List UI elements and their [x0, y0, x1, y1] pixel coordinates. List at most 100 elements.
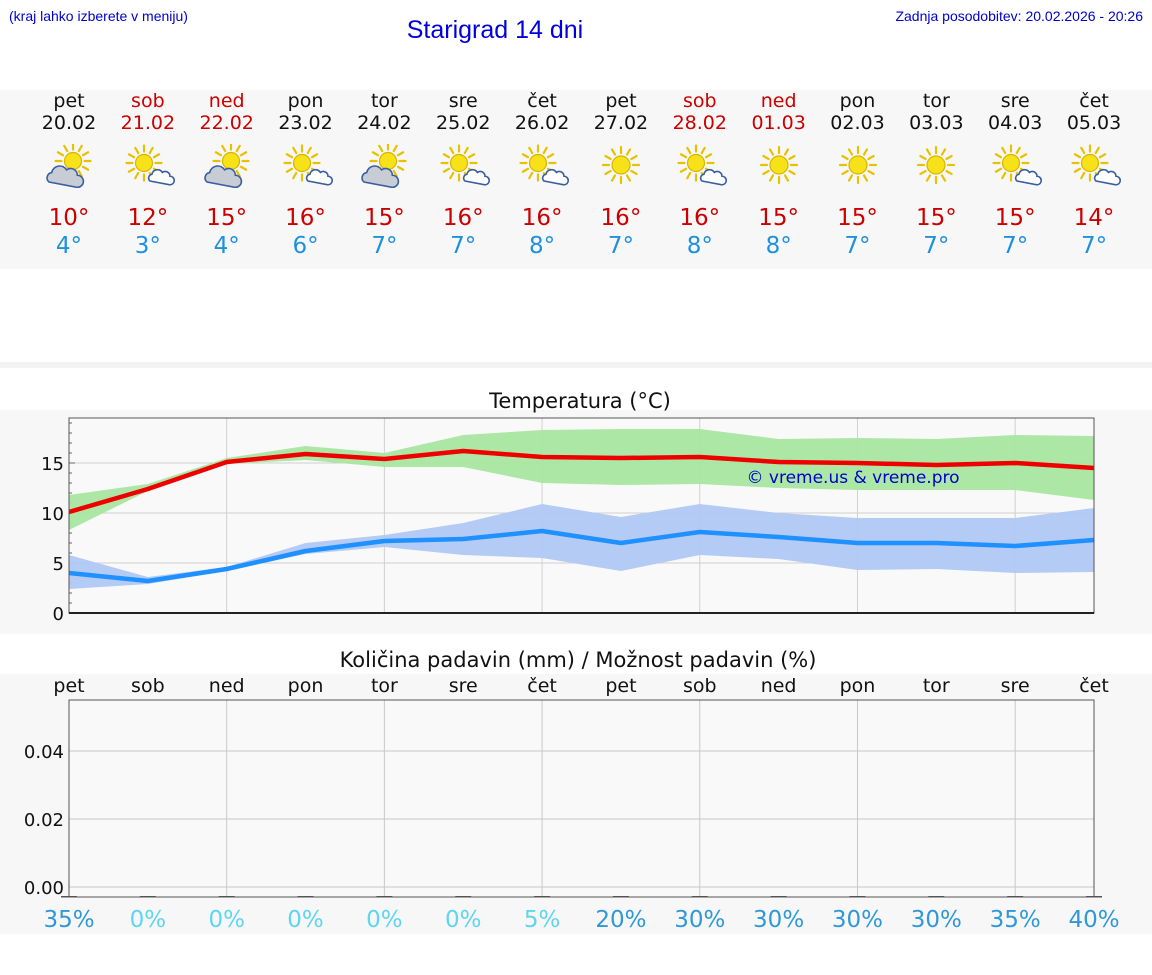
- day-date: 25.02: [436, 112, 491, 134]
- day-column: čet 05.03 14° 7°: [1054, 90, 1134, 260]
- x-category-label: sre: [1001, 675, 1030, 697]
- min-temperature: 8°: [686, 233, 713, 259]
- day-name: čet: [527, 90, 557, 112]
- min-temperature: 7°: [450, 233, 477, 259]
- sun-small-cloud-icon: [440, 144, 491, 186]
- day-name: pon: [287, 90, 324, 112]
- precipitation-chart: Količina padavin (mm) / Možnost padavin …: [24, 648, 1120, 933]
- day-column: ned 01.03 15° 8°: [739, 90, 819, 260]
- day-name: sob: [131, 90, 165, 112]
- x-category-label: čet: [527, 675, 557, 697]
- temperature-chart: Temperatura (°C) 0 5 10 15 © vreme.us & vreme…: [41, 389, 1095, 625]
- min-temperature: 4°: [55, 233, 83, 259]
- max-temperature: 15°: [758, 205, 800, 231]
- precipitation-probability: 30%: [832, 907, 883, 933]
- min-temperature: 7°: [371, 233, 398, 259]
- day-name: ned: [208, 90, 245, 112]
- x-category-label: tor: [371, 675, 398, 697]
- day-column: pon 02.03 15° 7°: [818, 90, 898, 260]
- precipitation-probability: 0%: [287, 907, 324, 933]
- x-category-label: tor: [923, 675, 950, 697]
- plot-frame: [68, 699, 1095, 898]
- x-category-label: sob: [683, 675, 717, 697]
- day-name: sre: [1000, 90, 1030, 112]
- day-column: sob 28.02 16° 8°: [660, 90, 740, 260]
- precipitation-probability: 40%: [1068, 907, 1119, 933]
- precipitation-probability: 30%: [674, 907, 725, 933]
- precipitation-probability: 35%: [43, 907, 94, 933]
- day-column: ned 22.02 15° 4°: [187, 90, 267, 260]
- min-temperature: 3°: [134, 233, 161, 259]
- sun-small-cloud-icon: [677, 144, 727, 186]
- y-tick-label: 5: [53, 554, 64, 575]
- max-temperature: 15°: [915, 205, 957, 231]
- min-temperature: 7°: [1080, 233, 1108, 259]
- day-name: tor: [922, 90, 950, 112]
- day-date: 04.03: [987, 112, 1043, 134]
- precipitation-probability: 20%: [595, 907, 646, 933]
- sun-cloud-icon: [46, 144, 92, 188]
- max-temperature: 15°: [994, 205, 1036, 231]
- max-temperature: 10°: [48, 205, 90, 231]
- day-date: 05.03: [1066, 112, 1122, 134]
- day-column: sre 25.02 16° 7°: [423, 90, 503, 260]
- day-name: ned: [760, 90, 797, 112]
- day-name: sob: [683, 90, 717, 112]
- max-temperature: 15°: [364, 205, 405, 231]
- min-temperature: 7°: [1002, 233, 1029, 259]
- max-temperature: 15°: [206, 205, 248, 231]
- precipitation-probability: 30%: [753, 907, 804, 933]
- y-tick-label: 0.02: [24, 810, 64, 831]
- precipitation-probability: 5%: [524, 907, 561, 933]
- day-column: tor 03.03 15° 7°: [896, 90, 976, 260]
- divider: [0, 362, 1152, 368]
- max-temperature: 16°: [285, 205, 326, 231]
- day-column: sob 21.02 12° 3°: [108, 90, 188, 260]
- day-name: pon: [839, 90, 876, 112]
- page-title: Starigrad 14 dni: [406, 16, 584, 44]
- y-tick-label: 0.00: [24, 878, 64, 899]
- sun-small-cloud-icon: [282, 144, 333, 186]
- max-temperature: 14°: [1073, 205, 1115, 231]
- day-column: pon 23.02 16° 6°: [266, 90, 346, 260]
- precipitation-probability: 0%: [208, 907, 245, 933]
- sun-small-cloud-icon: [519, 144, 570, 186]
- y-tick-label: 15: [41, 454, 64, 475]
- day-column: sre 04.03 15° 7°: [975, 90, 1055, 260]
- precipitation-probability: 35%: [990, 907, 1041, 933]
- day-column: pet 20.02 10° 4°: [29, 90, 109, 260]
- sun-cloud-icon: [204, 144, 250, 188]
- day-date: 23.02: [278, 112, 333, 134]
- precipitation-probability: 0%: [445, 907, 482, 933]
- max-temperature: 16°: [521, 205, 563, 231]
- min-temperature: 8°: [765, 233, 792, 259]
- sun-icon: [917, 145, 956, 185]
- day-column: čet 26.02 16° 8°: [502, 90, 582, 260]
- precipitation-probability: 0%: [130, 907, 167, 933]
- day-name: pet: [53, 90, 85, 112]
- max-temperature: 12°: [127, 205, 169, 231]
- sun-icon: [601, 145, 641, 185]
- x-category-label: pon: [840, 675, 876, 697]
- min-temperature: 7°: [923, 233, 950, 259]
- x-category-label: sre: [449, 675, 478, 697]
- sun-cloud-icon: [361, 144, 407, 188]
- max-temperature: 16°: [442, 205, 484, 231]
- day-name: pet: [605, 90, 637, 112]
- day-date: 20.02: [41, 112, 97, 134]
- min-temperature: 7°: [844, 233, 871, 259]
- sun-small-cloud-icon: [125, 144, 175, 186]
- day-column: tor 24.02 15° 7°: [344, 90, 424, 260]
- day-date: 21.02: [120, 112, 176, 134]
- sun-small-cloud-icon: [992, 144, 1043, 186]
- forecast-days-band: [0, 90, 1152, 269]
- precipitation-probability: 30%: [911, 907, 962, 933]
- plot-area: [69, 700, 1094, 897]
- min-temperature: 7°: [607, 233, 634, 259]
- day-name: tor: [370, 90, 398, 112]
- min-temperature: 8°: [529, 233, 556, 259]
- max-temperature: 16°: [679, 205, 721, 231]
- y-tick-label: 0.04: [24, 742, 64, 763]
- max-temperature-line: [68, 448, 1095, 515]
- min-temperature-line: [68, 528, 1095, 584]
